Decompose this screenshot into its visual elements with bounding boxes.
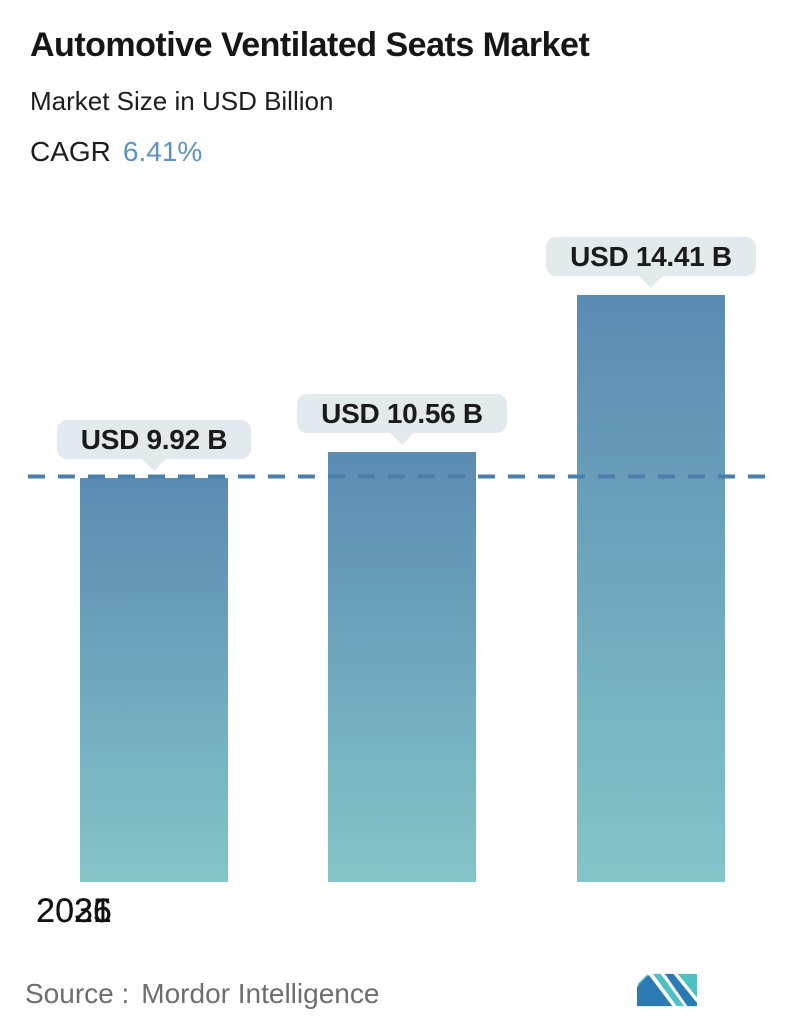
page-title: Automotive Ventilated Seats Market — [30, 26, 590, 64]
bar-group-2031: USD 14.41 B — [546, 0, 756, 882]
bar-2025 — [80, 478, 228, 882]
chart-subtitle: Market Size in USD Billion — [30, 86, 334, 116]
bubble-pointer-icon — [141, 458, 167, 471]
source-attribution: Source : Mordor Intelligence — [25, 978, 379, 1010]
bar-2031 — [577, 295, 725, 882]
value-label-2026: USD 10.56 B — [297, 394, 507, 433]
value-label-2025: USD 9.92 B — [56, 420, 252, 459]
bubble-pointer-icon — [389, 432, 415, 445]
cagr-label: CAGR — [30, 136, 111, 167]
x-axis-label-2026: 2026 — [36, 892, 112, 930]
mordor-intelligence-logo-icon — [637, 973, 697, 1007]
value-label-2031: USD 14.41 B — [546, 237, 756, 276]
x-axis-label-2025: 2025 — [36, 892, 112, 930]
cagr-row: CAGR 6.41% — [30, 136, 202, 168]
bar-group-2025: USD 9.92 B — [56, 0, 252, 882]
source-name: Mordor Intelligence — [141, 978, 380, 1009]
source-label: Source : — [25, 978, 130, 1009]
bubble-pointer-icon — [638, 275, 664, 288]
cagr-value: 6.41% — [122, 136, 203, 167]
bar-group-2026: USD 10.56 B — [297, 0, 507, 882]
x-axis-label-2031: 2031 — [36, 892, 112, 930]
bar-2026 — [328, 452, 476, 882]
